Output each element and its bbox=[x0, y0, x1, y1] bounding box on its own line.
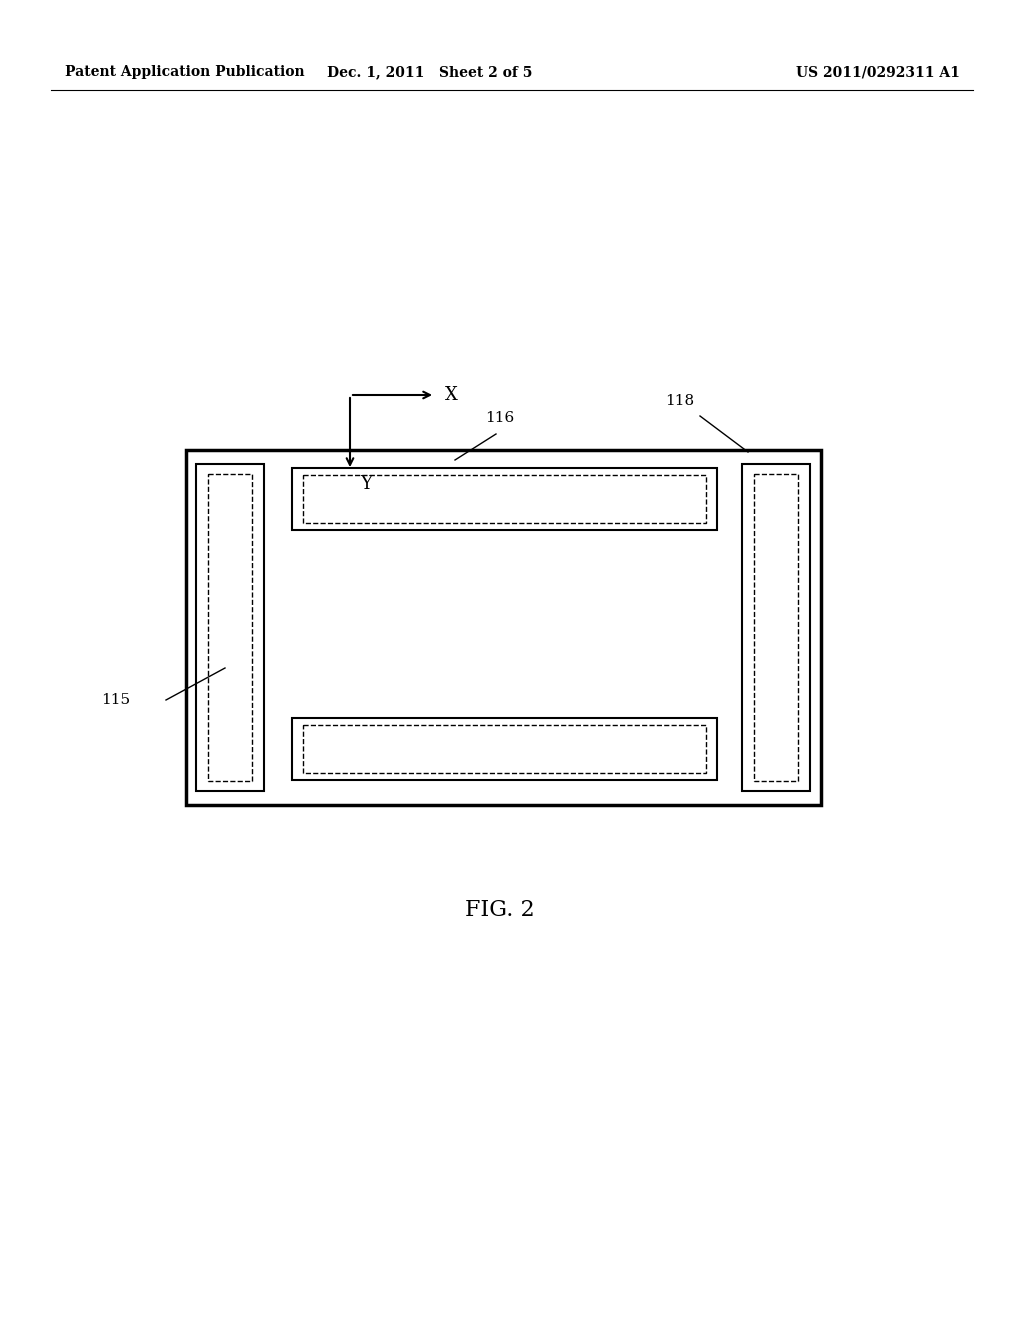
Bar bbox=[196, 465, 264, 791]
Text: Y: Y bbox=[360, 475, 372, 492]
Bar bbox=[742, 465, 810, 791]
Bar bbox=[292, 469, 717, 531]
Text: Patent Application Publication: Patent Application Publication bbox=[65, 65, 304, 79]
Bar bbox=[303, 475, 706, 523]
Text: 118: 118 bbox=[666, 393, 694, 408]
Text: 116: 116 bbox=[485, 411, 515, 425]
Text: X: X bbox=[445, 385, 458, 404]
Bar bbox=[186, 450, 821, 805]
Text: FIG. 2: FIG. 2 bbox=[465, 899, 535, 921]
Bar bbox=[292, 718, 717, 780]
Bar bbox=[303, 725, 706, 774]
Text: US 2011/0292311 A1: US 2011/0292311 A1 bbox=[796, 65, 961, 79]
Text: 115: 115 bbox=[101, 693, 130, 708]
Text: Dec. 1, 2011   Sheet 2 of 5: Dec. 1, 2011 Sheet 2 of 5 bbox=[328, 65, 532, 79]
Bar bbox=[754, 474, 798, 781]
Bar bbox=[208, 474, 252, 781]
